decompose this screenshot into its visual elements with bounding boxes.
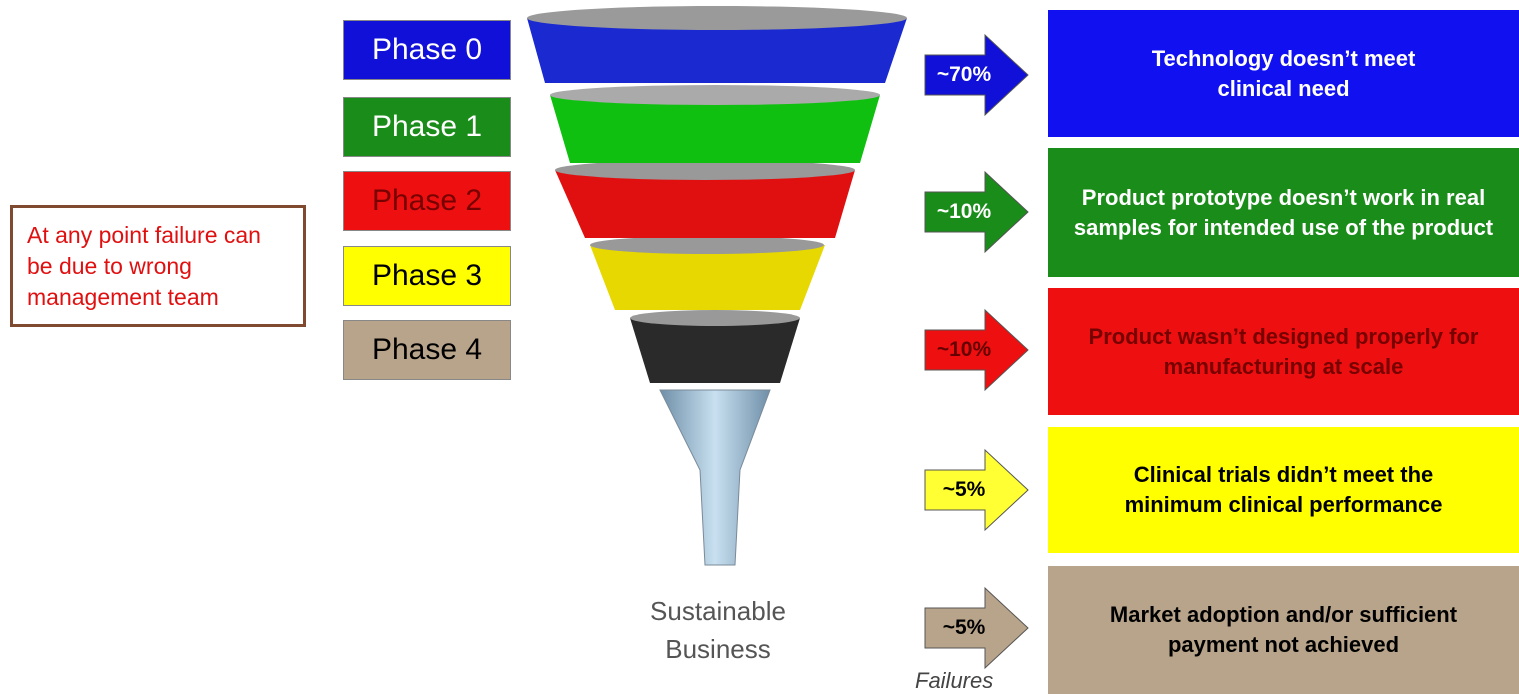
failure-reason: Product prototype doesn’t work in real s…	[1048, 148, 1519, 277]
failure-reason: Technology doesn’t meet clinical need	[1048, 10, 1519, 137]
funnel-segments	[527, 6, 907, 383]
failures-label: Failures	[915, 668, 993, 694]
failure-share: ~10%	[925, 338, 1003, 362]
failure-share: ~5%	[925, 616, 1003, 640]
funnel-bottom-label: Sustainable Business	[618, 592, 818, 668]
failure-reason: Clinical trials didn’t meet the minimum …	[1048, 427, 1519, 553]
failure-share: ~70%	[925, 63, 1003, 87]
failure-share: ~5%	[925, 478, 1003, 502]
funnel-spout	[660, 390, 770, 565]
failure-share: ~10%	[925, 200, 1003, 224]
failure-reason: Market adoption and/or sufficient paymen…	[1048, 566, 1519, 694]
failure-reason: Product wasn’t designed properly for man…	[1048, 288, 1519, 415]
page: At any point failure can be due to wrong…	[0, 0, 1519, 694]
